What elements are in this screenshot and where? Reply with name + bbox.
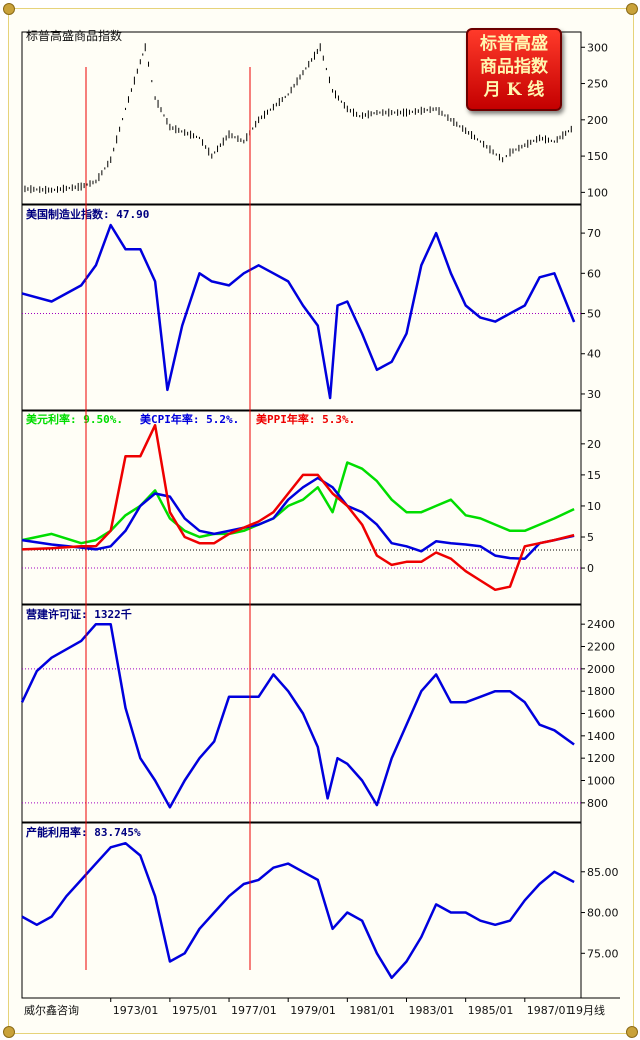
y-tick-label: 1000 [587, 775, 615, 788]
y-tick-label: 1200 [587, 752, 615, 765]
x-tick-label: 1979/01 [290, 1004, 336, 1017]
y-tick-label: 75.00 [587, 947, 619, 960]
y-tick-label: 300 [587, 41, 608, 54]
x-tick-label: 1981/01 [349, 1004, 395, 1017]
frame-corner-bottom-right [626, 1026, 638, 1038]
y-tick-label: 100 [587, 186, 608, 199]
y-tick-label: 85.00 [587, 866, 619, 879]
y-tick-label: 5 [587, 531, 594, 544]
y-tick-label: 2200 [587, 641, 615, 654]
x-last-label: 19月线 [569, 1003, 605, 1017]
series-line-main [21, 223, 576, 400]
y-tick-label: 1600 [587, 708, 615, 721]
title-badge: 标普高盛 商品指数 月 K 线 [466, 28, 562, 111]
y-tick-label: 1800 [587, 685, 615, 698]
panel-label: 营建许可证: 1322千 [26, 607, 132, 621]
y-tick-label: 80.00 [587, 907, 619, 920]
y-tick-label: 250 [587, 78, 608, 91]
badge-line-3: 月 K 线 [483, 80, 545, 100]
y-tick-label: 10 [587, 500, 601, 513]
y-tick-label: 800 [587, 797, 608, 810]
series-line-red [21, 423, 575, 592]
panel-label: 产能利用率: 83.745% [26, 825, 141, 839]
series-line-green [21, 461, 575, 545]
y-tick-label: 70 [587, 227, 601, 240]
series-line-blue [21, 476, 575, 560]
y-tick-label: 20 [587, 438, 601, 451]
frame-corner-top-right [626, 3, 638, 15]
y-tick-label: 2000 [587, 663, 615, 676]
panel-border-4 [21, 822, 582, 999]
x-tick-label: 1977/01 [231, 1004, 277, 1017]
y-tick-label: 0 [587, 562, 594, 575]
series-line-main [20, 622, 575, 809]
y-tick-label: 30 [587, 388, 601, 401]
x-tick-label: 1973/01 [113, 1004, 159, 1017]
frame-corner-top-left [3, 3, 15, 15]
y-tick-label: 50 [587, 308, 601, 321]
panel-border-1 [21, 204, 582, 411]
series-legend-label: 美元利率: 9.50%. [26, 412, 123, 426]
series-legend-label: 美PPI年率: 5.3%. [256, 412, 355, 426]
panel-border-0 [21, 31, 582, 205]
y-tick-label: 40 [587, 348, 601, 361]
x-tick-label: 1985/01 [468, 1004, 514, 1017]
x-tick-label: 1983/01 [408, 1004, 454, 1017]
y-tick-label: 150 [587, 150, 608, 163]
y-tick-label: 15 [587, 469, 601, 482]
badge-line-1: 标普高盛 [480, 34, 548, 54]
footer-source: 威尔鑫咨询 [24, 1003, 79, 1017]
frame-corner-bottom-left [3, 1026, 15, 1038]
badge-line-2: 商品指数 [480, 57, 548, 77]
series-legend-label: 美CPI年率: 5.2%. [140, 412, 239, 426]
panel-border-2 [21, 410, 582, 605]
y-tick-label: 1400 [587, 730, 615, 743]
x-tick-label: 1975/01 [172, 1004, 218, 1017]
series-line-main [21, 841, 575, 980]
y-tick-label: 200 [587, 114, 608, 127]
y-tick-label: 60 [587, 267, 601, 280]
x-tick-label: 1987/01 [527, 1004, 573, 1017]
y-tick-label: 2400 [587, 618, 615, 631]
chart-title: 标普高盛商品指数 [26, 29, 123, 43]
panel-label: 美国制造业指数: 47.90 [26, 207, 149, 221]
